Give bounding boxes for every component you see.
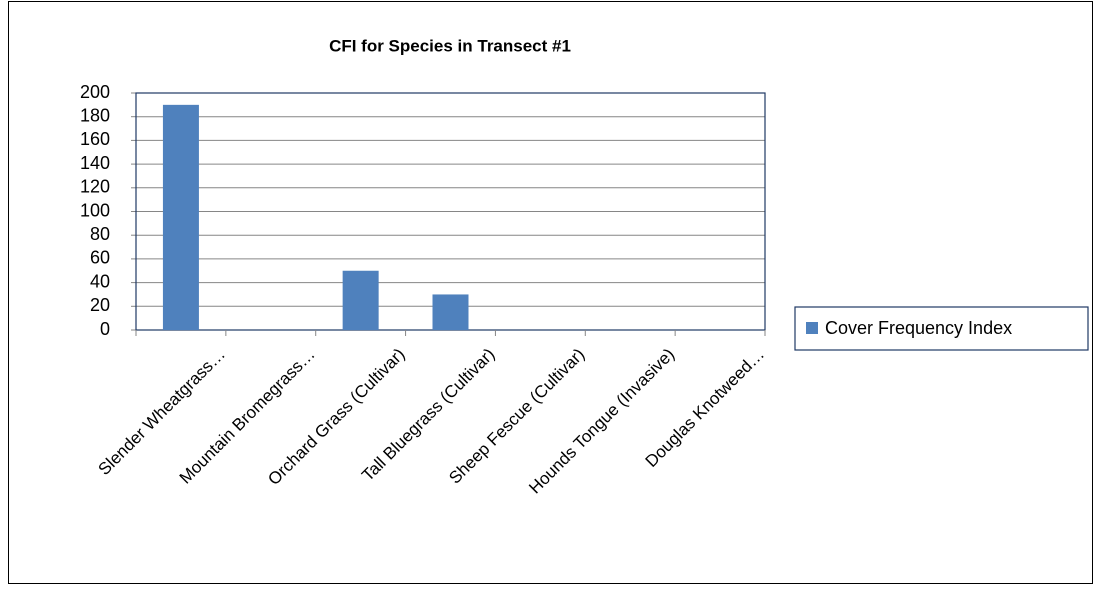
y-tick-label: 120 — [80, 177, 110, 197]
y-tick-label: 100 — [80, 200, 110, 220]
y-tick-label: 0 — [100, 319, 110, 339]
y-tick-label: 40 — [90, 271, 110, 291]
y-tick-label: 160 — [80, 129, 110, 149]
bar — [342, 270, 379, 330]
y-tick-label: 200 — [80, 82, 110, 102]
legend-label: Cover Frequency Index — [825, 318, 1012, 338]
y-tick-label: 140 — [80, 153, 110, 173]
chart-title: CFI for Species in Transect #1 — [329, 36, 571, 55]
legend-box — [794, 306, 1089, 351]
bar — [162, 104, 199, 330]
y-tick-label: 60 — [90, 248, 110, 268]
y-tick-label: 20 — [90, 295, 110, 315]
y-tick-label: 180 — [80, 105, 110, 125]
bar — [432, 294, 469, 330]
y-tick-label: 80 — [90, 224, 110, 244]
legend-swatch — [806, 322, 818, 334]
